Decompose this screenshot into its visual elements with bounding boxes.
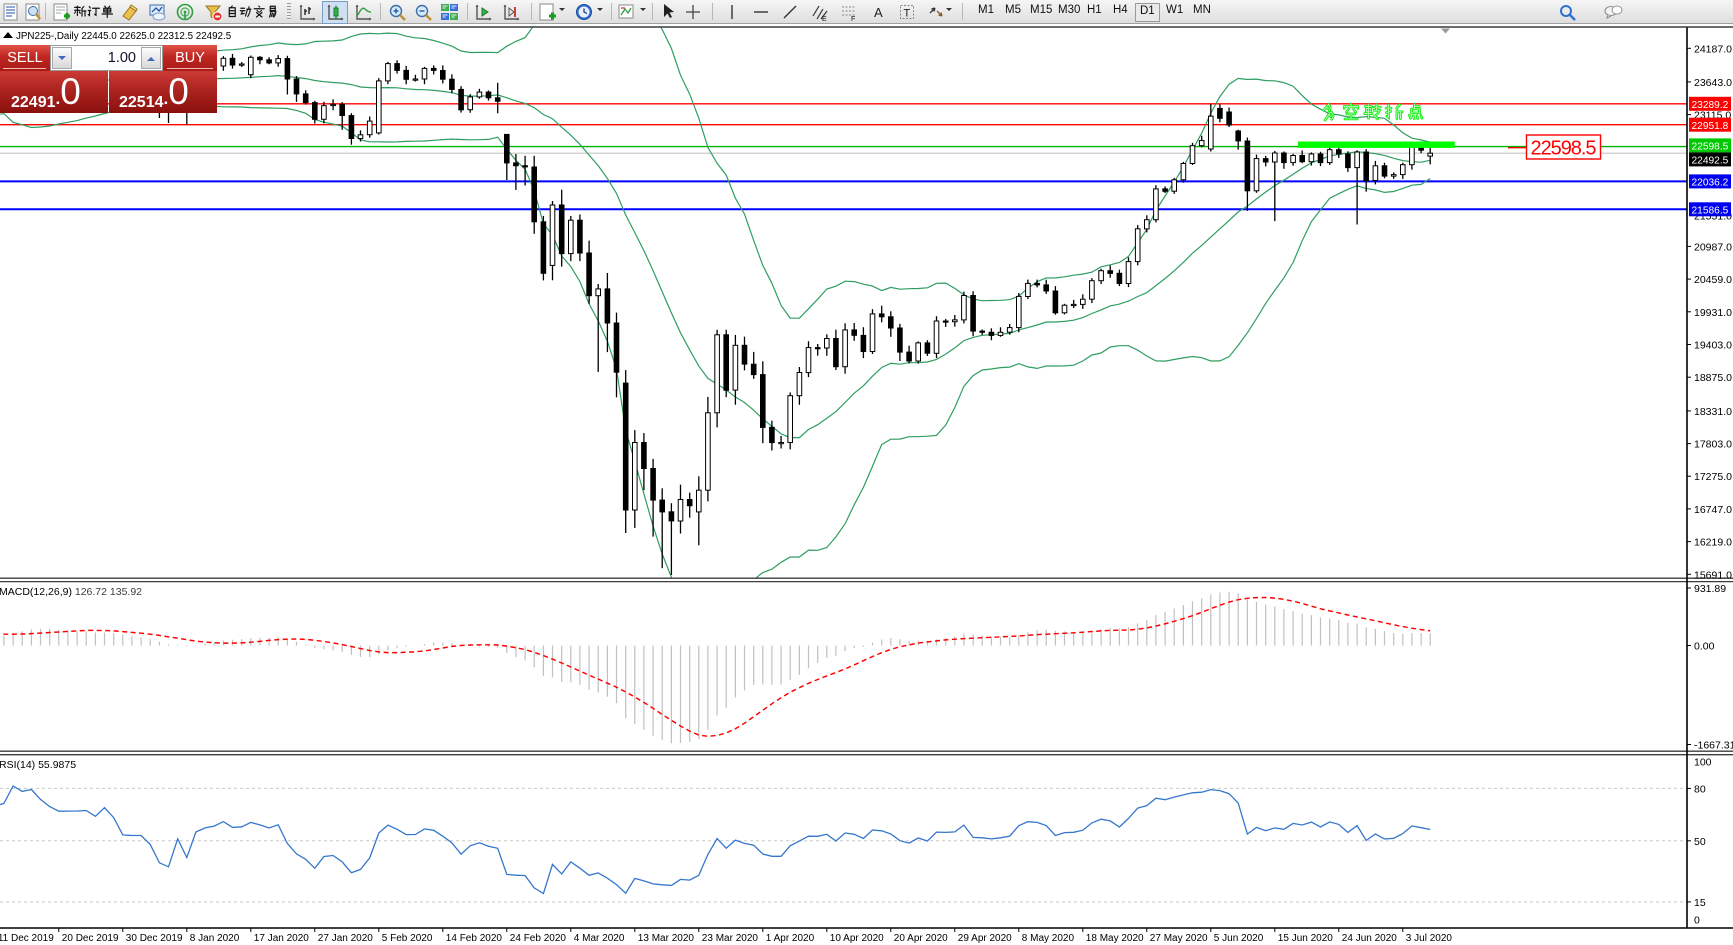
svg-text:20 Apr 2020: 20 Apr 2020 (894, 933, 948, 944)
svg-text:17275.0: 17275.0 (1694, 471, 1732, 483)
svg-text:1 Apr 2020: 1 Apr 2020 (766, 933, 815, 944)
svg-text:16747.0: 16747.0 (1694, 504, 1732, 516)
svg-text:20987.0: 20987.0 (1694, 241, 1732, 253)
svg-text:F: F (851, 16, 855, 22)
svg-text:24 Jun 2020: 24 Jun 2020 (1342, 933, 1397, 944)
svg-text:23643.0: 23643.0 (1694, 77, 1732, 89)
svg-text:MACD(12,26,9) 126.72 135.92: MACD(12,26,9) 126.72 135.92 (0, 586, 142, 598)
svg-text:29 Apr 2020: 29 Apr 2020 (958, 933, 1012, 944)
svg-text:5 Feb 2020: 5 Feb 2020 (382, 933, 433, 944)
svg-text:13 Mar 2020: 13 Mar 2020 (638, 933, 695, 944)
svg-text:19931.0: 19931.0 (1694, 307, 1732, 319)
svg-text:T: T (904, 8, 911, 20)
svg-text:JPN225-,Daily 22445.0 22625.0: JPN225-,Daily 22445.0 22625.0 22312.5 22… (16, 31, 232, 42)
svg-text:14 Feb 2020: 14 Feb 2020 (446, 933, 503, 944)
svg-text:27 Jan 2020: 27 Jan 2020 (318, 933, 373, 944)
svg-text:10 Apr 2020: 10 Apr 2020 (830, 933, 884, 944)
svg-text:931.89: 931.89 (1694, 583, 1726, 595)
svg-text:24187.0: 24187.0 (1694, 43, 1732, 55)
svg-text:15: 15 (1694, 897, 1706, 909)
svg-text:18875.0: 18875.0 (1694, 372, 1732, 384)
svg-text:17803.0: 17803.0 (1694, 439, 1732, 451)
svg-text:A: A (874, 5, 883, 20)
svg-text:22598.5: 22598.5 (1692, 142, 1729, 153)
svg-text:22598.5: 22598.5 (1531, 138, 1597, 160)
svg-text:8 Jan 2020: 8 Jan 2020 (190, 933, 240, 944)
svg-text:-1667.31: -1667.31 (1694, 740, 1733, 752)
svg-text:0: 0 (1694, 915, 1700, 927)
svg-text:80: 80 (1694, 784, 1706, 796)
svg-text:30 Dec 2019: 30 Dec 2019 (126, 933, 183, 944)
svg-text:50: 50 (1694, 836, 1706, 848)
svg-text:8 May 2020: 8 May 2020 (1022, 933, 1075, 944)
svg-text:E: E (822, 16, 827, 22)
svg-text:21586.5: 21586.5 (1692, 206, 1729, 217)
svg-text:0.00: 0.00 (1694, 641, 1715, 653)
svg-text:20 Dec 2019: 20 Dec 2019 (62, 933, 119, 944)
svg-text:16219.0: 16219.0 (1694, 537, 1732, 549)
svg-text:19403.0: 19403.0 (1694, 340, 1732, 352)
svg-text:100: 100 (1694, 757, 1712, 769)
svg-text:15691.0: 15691.0 (1694, 569, 1732, 581)
svg-text:5 Jun 2020: 5 Jun 2020 (1214, 933, 1264, 944)
svg-text:27 May 2020: 27 May 2020 (1150, 933, 1208, 944)
svg-text:24 Feb 2020: 24 Feb 2020 (510, 933, 567, 944)
svg-text:22036.2: 22036.2 (1692, 178, 1729, 189)
svg-text:15 Jun 2020: 15 Jun 2020 (1278, 933, 1333, 944)
svg-text:23289.2: 23289.2 (1692, 100, 1729, 111)
svg-text:17 Jan 2020: 17 Jan 2020 (254, 933, 309, 944)
svg-text:18331.0: 18331.0 (1694, 406, 1732, 418)
svg-text:3 Jul 2020: 3 Jul 2020 (1406, 933, 1453, 944)
svg-text:4 Mar 2020: 4 Mar 2020 (574, 933, 625, 944)
svg-text:RSI(14) 55.9875: RSI(14) 55.9875 (0, 759, 76, 771)
svg-text:18 May 2020: 18 May 2020 (1086, 933, 1144, 944)
svg-text:22951.8: 22951.8 (1692, 121, 1729, 132)
svg-text:22492.5: 22492.5 (1692, 156, 1729, 167)
svg-text:20459.0: 20459.0 (1694, 274, 1732, 286)
svg-text:23 Mar 2020: 23 Mar 2020 (702, 933, 759, 944)
svg-text:11 Dec 2019: 11 Dec 2019 (0, 933, 54, 944)
